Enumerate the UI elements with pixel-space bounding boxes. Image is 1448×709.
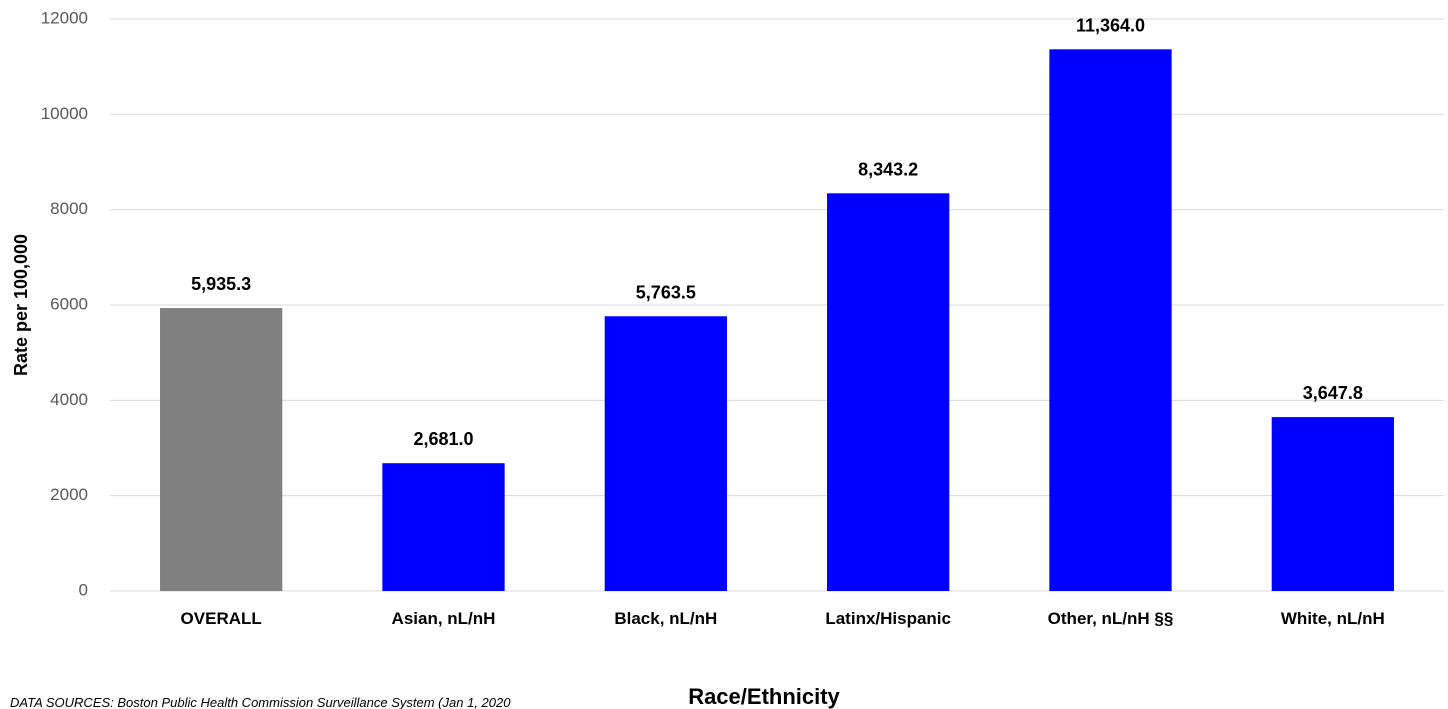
bar	[604, 316, 727, 591]
data-source-note: DATA SOURCES: Boston Public Health Commi…	[10, 695, 511, 709]
y-tick-label: 2000	[50, 485, 88, 504]
y-tick-label: 6000	[50, 294, 88, 313]
y-tick-label: 0	[79, 580, 88, 599]
y-tick-label: 12000	[41, 8, 88, 27]
y-axis-ticks: 0 2000 4000 6000 8000 10000 12000	[41, 8, 88, 599]
x-axis-label: Race/Ethnicity	[688, 684, 840, 709]
x-axis-categories: OVERALL Asian, nL/nH Black, nL/nH Latinx/Hi…	[181, 609, 1385, 628]
data-label: 3,647.8	[1303, 383, 1363, 403]
y-tick-label: 8000	[50, 199, 88, 218]
bar	[827, 193, 950, 591]
data-label: 2,681.0	[413, 429, 473, 449]
bar	[160, 308, 283, 591]
y-tick-label: 4000	[50, 390, 88, 409]
category-label: Latinx/Hispanic	[825, 609, 951, 628]
bar	[1049, 49, 1172, 592]
category-label: Black, nL/nH	[614, 609, 717, 628]
bars	[160, 49, 1394, 592]
y-axis-label: Rate per 100,000	[11, 234, 31, 376]
category-label: Asian, nL/nH	[392, 609, 496, 628]
data-labels: 5,935.3 2,681.0 5,763.5 8,343.2 11,364.0 3,64…	[191, 15, 1363, 449]
category-label: OVERALL	[181, 609, 262, 628]
data-label: 5,763.5	[636, 282, 696, 302]
data-label: 5,935.3	[191, 274, 251, 294]
bar	[1271, 417, 1394, 591]
gridlines	[110, 18, 1444, 592]
category-label: White, nL/nH	[1281, 609, 1385, 628]
data-label: 8,343.2	[858, 159, 918, 179]
data-label: 11,364.0	[1076, 15, 1145, 35]
bar	[382, 463, 505, 591]
category-label: Other, nL/nH §§	[1048, 609, 1174, 628]
y-tick-label: 10000	[41, 104, 88, 123]
